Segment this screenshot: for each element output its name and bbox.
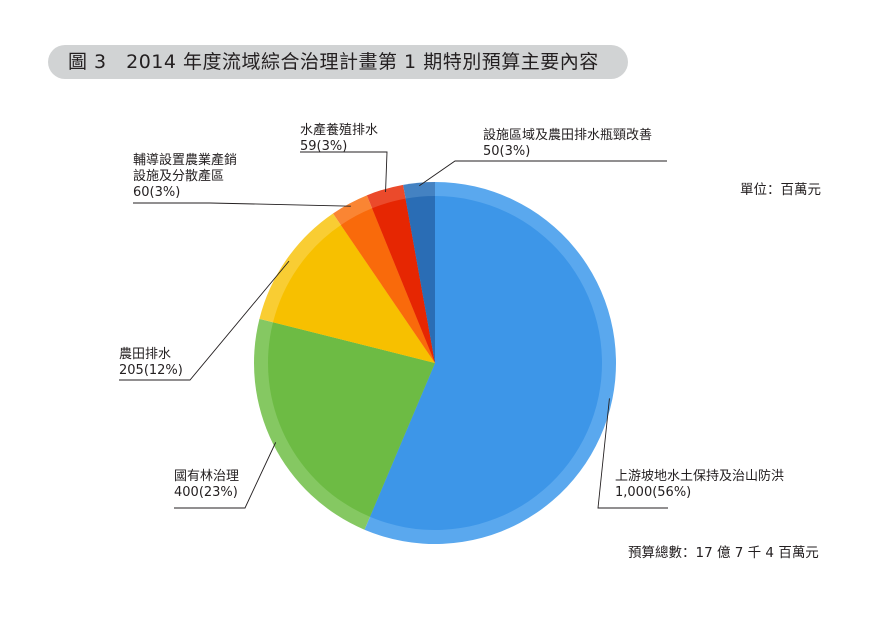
slice-label-farmland-drainage: 農田排水 bbox=[119, 347, 171, 362]
pie-slice-national-forest bbox=[268, 322, 435, 517]
pie-slice-farmland-drainage bbox=[273, 225, 435, 363]
leader-line-farmland-drainage bbox=[119, 260, 290, 381]
slice-value-agri-facility: 60(3%) bbox=[133, 185, 180, 200]
pie-slice-bottleneck-improvement bbox=[405, 196, 435, 363]
slice-value-farmland-drainage: 205(12%) bbox=[119, 363, 183, 378]
slice-label-bottleneck-improvement: 設施區域及農田排水瓶頸改善 bbox=[483, 127, 652, 143]
leader-line-aquaculture-drainage bbox=[300, 151, 388, 193]
total-budget-label: 預算總數：17 億 7 千 4 百萬元 bbox=[628, 545, 819, 561]
figure-title-pill: 圖 3 2014 年度流域綜合治理計畫第 1 期特別預算主要內容 bbox=[48, 45, 628, 79]
pie-slice-aquaculture-drainage bbox=[372, 198, 435, 363]
slice-label-agri-facility-1: 輔導設置農業產銷 bbox=[133, 152, 237, 168]
leader-line-bottleneck-improvement bbox=[419, 160, 667, 187]
leader-lines bbox=[119, 151, 668, 509]
leader-line-national-forest bbox=[174, 442, 277, 509]
pie-slices bbox=[253, 182, 616, 544]
leader-line-upstream bbox=[597, 398, 668, 509]
slice-value-national-forest: 400(23%) bbox=[174, 485, 238, 500]
slice-value-aquaculture-drainage: 59(3%) bbox=[300, 139, 347, 154]
slice-label-agri-facility-2: 設施及分散產區 bbox=[133, 168, 224, 184]
pie-slice-agri-facility bbox=[340, 208, 435, 363]
slice-value-upstream: 1,000(56%) bbox=[615, 485, 691, 500]
slice-label-upstream: 上游坡地水土保持及治山防洪 bbox=[615, 468, 784, 484]
pie-slice-upstream bbox=[369, 196, 602, 530]
slice-value-bottleneck-improvement: 50(3%) bbox=[483, 144, 530, 159]
leader-line-agri-facility bbox=[133, 202, 351, 207]
unit-label: 單位：百萬元 bbox=[740, 182, 821, 198]
slice-label-aquaculture-drainage: 水產養殖排水 bbox=[300, 122, 378, 138]
figure-title: 圖 3 2014 年度流域綜合治理計畫第 1 期特別預算主要內容 bbox=[68, 51, 599, 73]
slice-label-national-forest: 國有林治理 bbox=[174, 469, 239, 484]
